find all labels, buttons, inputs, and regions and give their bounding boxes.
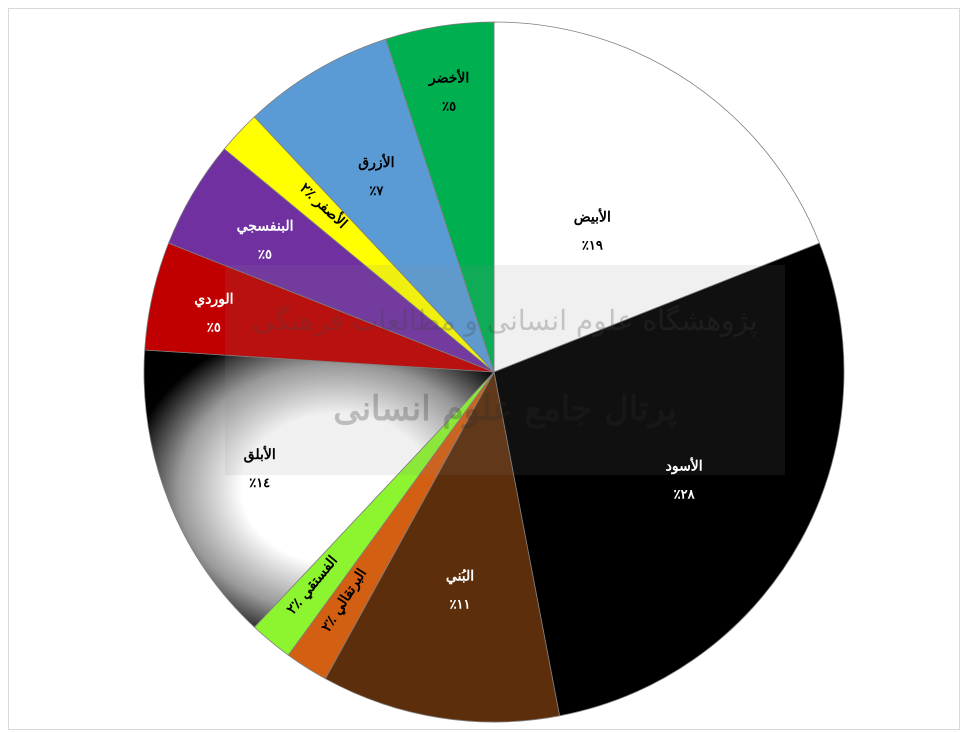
slice-percent-6: ٪١٤ bbox=[249, 476, 270, 491]
watermark-line-1: پژوهشگاه علوم انسانی و مطالعات فرهنگی bbox=[252, 304, 757, 337]
slice-percent-8: ٪٥ bbox=[258, 248, 272, 263]
slice-name-7: الوردي bbox=[194, 291, 233, 307]
pie-slice-2 bbox=[493, 242, 845, 717]
pie-slices bbox=[143, 21, 845, 723]
slice-name-2: الأسود bbox=[666, 457, 703, 475]
slice-name-6: الأبلق bbox=[244, 445, 276, 463]
slice-name-11: الأخضر bbox=[428, 69, 469, 87]
slice-percent-3: ٪١١ bbox=[450, 597, 471, 612]
pie-slice-11 bbox=[385, 21, 495, 373]
slice-percent-2: ٪٢٨ bbox=[674, 488, 696, 503]
watermark: پژوهشگاه علوم انسانی و مطالعات فرهنگی پر… bbox=[225, 265, 785, 475]
slice-name-10: الأزرق bbox=[358, 153, 394, 171]
pie-slice-3 bbox=[324, 370, 561, 723]
watermark-line-2: پرتال جامع علوم انسانی bbox=[333, 389, 677, 429]
pie-slice-1 bbox=[493, 21, 820, 373]
pie-slice-10 bbox=[253, 38, 495, 373]
slice-percent-11: ٪٥ bbox=[442, 100, 456, 115]
pie-slice-6 bbox=[143, 349, 495, 628]
slice-name-8: البنفسجي bbox=[237, 219, 294, 235]
slice-percent-1: ٪١٩ bbox=[582, 238, 603, 253]
slice-name-3: البُني bbox=[446, 568, 474, 584]
slice-percent-7: ٪٥ bbox=[207, 320, 221, 335]
slice-name-1: الأبيض bbox=[574, 207, 611, 225]
slice-percent-10: ٪٧ bbox=[369, 184, 384, 199]
